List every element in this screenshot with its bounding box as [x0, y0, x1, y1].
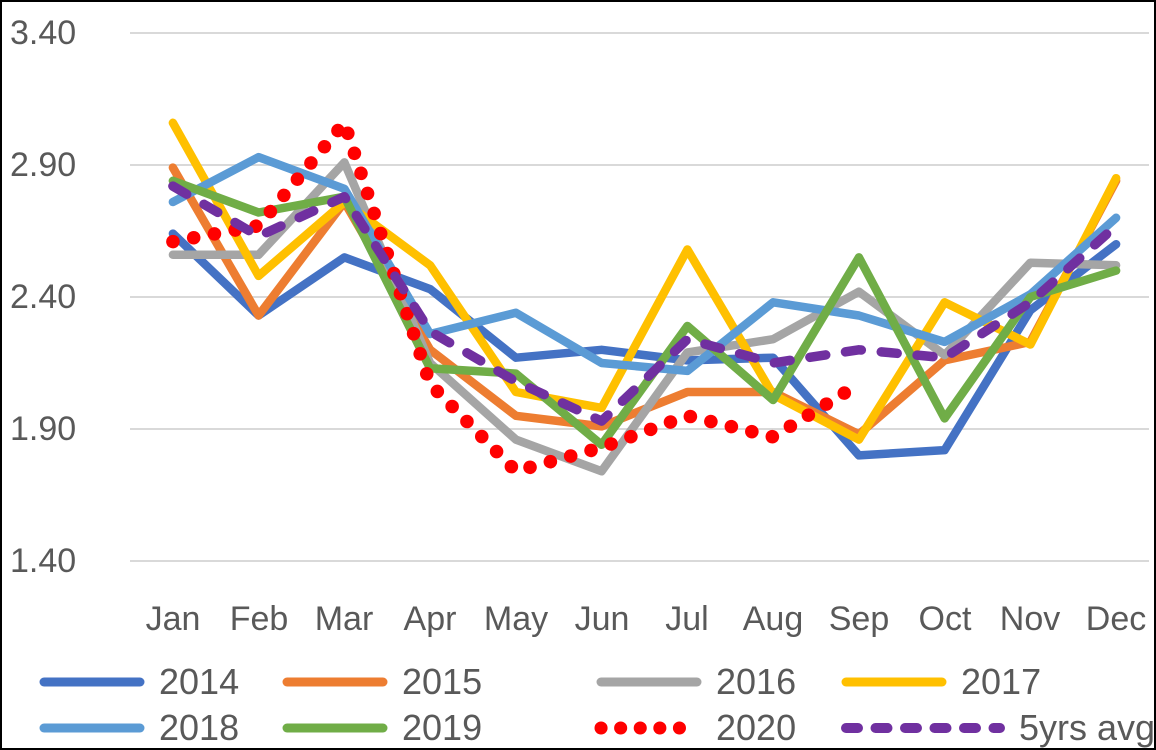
legend-item-2014[interactable]: 2014: [37, 660, 239, 704]
legend-item-2015[interactable]: 2015: [280, 660, 482, 704]
x-tick-label-jun: Jun: [574, 600, 630, 638]
legend-swatch-2018: [39, 723, 145, 733]
legend-swatch-2015: [282, 677, 388, 687]
x-tick-label-feb: Feb: [229, 600, 289, 638]
legend-item-2016[interactable]: 2016: [594, 660, 796, 704]
legend-label-2018: 2018: [159, 707, 240, 748]
y-tick-label-1.40: 1.40: [10, 542, 77, 580]
x-tick-label-jul: Jul: [665, 600, 709, 638]
legend-item-2019[interactable]: 2019: [280, 706, 483, 748]
legend-label-2019: 2019: [402, 707, 483, 748]
legend-swatch-2017: [841, 677, 947, 687]
legend-label-2017: 2017: [961, 661, 1042, 702]
legend-label-2015: 2015: [402, 661, 483, 702]
legend-swatch-5yrs-avg: [841, 723, 1005, 733]
legend-item-5yrs-avg[interactable]: 5yrs avg: [839, 706, 1156, 748]
x-tick-label-dec: Dec: [1085, 600, 1147, 638]
y-tick-label-1.90: 1.90: [10, 410, 77, 448]
y-tick-label-2.90: 2.90: [10, 146, 77, 184]
series-line-5yrs-avg: [168, 181, 1121, 426]
legend-label-2016: 2016: [716, 661, 797, 702]
legend-item-2020[interactable]: 2020: [594, 706, 797, 748]
legend-swatch-2016: [596, 677, 702, 687]
legend-item-2018[interactable]: 2018: [37, 706, 240, 748]
legend-item-2017[interactable]: 2017: [839, 660, 1041, 704]
legend-label-2020: 2020: [716, 707, 797, 748]
series-line-2016: [168, 158, 1121, 476]
legend-label-2014: 2014: [159, 661, 240, 702]
y-tick-label-2.40: 2.40: [10, 278, 77, 316]
x-tick-label-apr: Apr: [403, 600, 457, 638]
series-line-2020: [166, 116, 866, 478]
legend-swatch-2020: [594, 721, 704, 735]
legend-swatch-2014: [39, 677, 145, 687]
x-tick-label-may: May: [483, 600, 549, 638]
x-tick-label-jan: Jan: [145, 600, 201, 638]
x-tick-label-oct: Oct: [918, 600, 972, 638]
legend-swatch-2019: [282, 723, 388, 733]
series-line-2018: [168, 152, 1121, 376]
x-tick-label-mar: Mar: [314, 600, 374, 638]
series-line-2014: [168, 229, 1121, 460]
legend-label-5yrs-avg: 5yrs avg: [1019, 707, 1156, 748]
x-tick-label-sep: Sep: [828, 600, 890, 638]
series-line-2017: [168, 118, 1121, 444]
y-tick-label-3.40: 3.40: [10, 14, 77, 52]
x-tick-label-nov: Nov: [999, 600, 1061, 638]
x-tick-label-aug: Aug: [742, 600, 804, 638]
